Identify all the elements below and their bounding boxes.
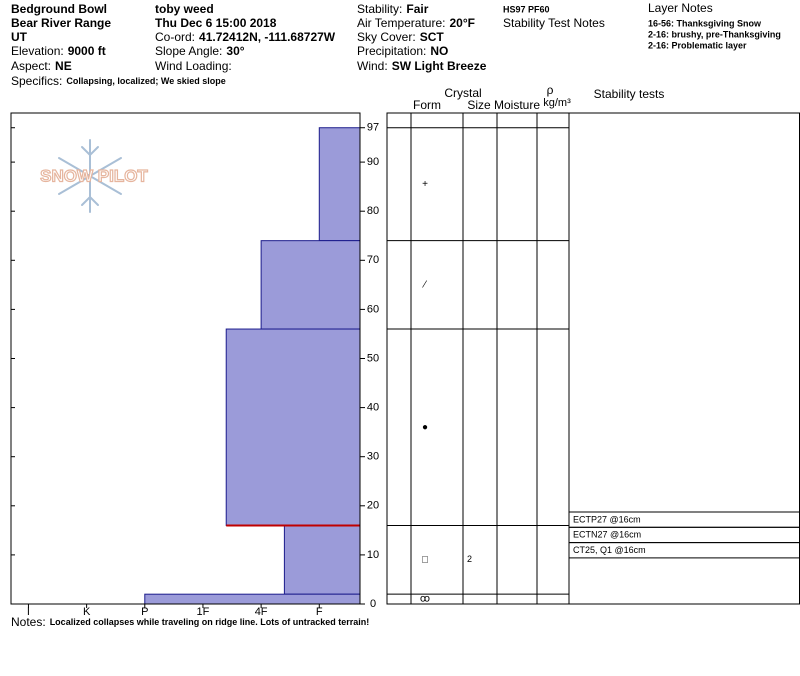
column-header: Crystal	[444, 86, 481, 100]
column-header: Stability tests	[594, 87, 665, 101]
grain-form: ꝏ	[420, 594, 430, 605]
field-value: 9000 ft	[68, 44, 106, 58]
column-header: Form	[413, 98, 441, 112]
notes: Notes: Localized collapses while travelin…	[11, 615, 369, 629]
hardness-bar	[225, 328, 361, 526]
column-header: kg/m³	[543, 97, 571, 109]
field-label: Wind Loading:	[155, 59, 232, 73]
header-field: Co-ord: 41.72412N, -111.68727W	[155, 30, 336, 44]
field-label: Wind:	[357, 59, 388, 73]
y-tick-label: 30	[367, 451, 379, 463]
field-value: NO	[430, 44, 448, 58]
field-value: Bear River Range	[11, 16, 111, 30]
header-field: Slope Angle: 30°	[155, 44, 245, 58]
pit-summary: HS97 PF60	[503, 4, 550, 14]
layer-note: 16-56: Thanksgiving Snow	[648, 18, 762, 28]
field-value: NE	[55, 59, 72, 73]
y-tick-label: 50	[367, 352, 379, 364]
header-field: Sky Cover: SCT	[357, 30, 444, 44]
hardness-bar	[260, 240, 361, 330]
column-header: Size	[467, 98, 491, 112]
y-tick-label: 10	[367, 549, 379, 561]
field-label: Stability:	[357, 2, 402, 16]
y-tick-label: 80	[367, 205, 379, 217]
field-label: Precipitation:	[357, 44, 426, 58]
header-field: Elevation: 9000 ft	[11, 44, 106, 58]
grain-size: 2	[467, 554, 472, 564]
header-field: Wind Loading:	[155, 59, 232, 73]
specifics: Specifics: Collapsing, localized; We skie…	[11, 74, 226, 88]
field-value: Thu Dec 6 15:00 2018	[155, 16, 277, 30]
logo-text: SNOW PILOT	[40, 166, 148, 185]
field-label: Slope Angle:	[155, 44, 222, 58]
grain-form: ●	[422, 422, 428, 433]
header-field: Bedground Bowl	[11, 2, 107, 16]
y-tick-label: 90	[367, 156, 379, 168]
x-tick-label: 1F	[197, 606, 210, 618]
grain-form: ⁄	[421, 279, 427, 290]
hardness-bar	[283, 524, 361, 595]
x-tick-label: K	[83, 606, 91, 618]
header-field: Precipitation: NO	[357, 44, 448, 58]
layer-notes-title: Layer Notes	[648, 1, 713, 15]
header-field: Stability: Fair	[357, 2, 429, 16]
y-tick-label: 20	[367, 500, 379, 512]
field-value: toby weed	[155, 2, 214, 16]
hardness-bar	[144, 593, 361, 605]
header-field: toby weed	[155, 2, 214, 16]
grain-form: +	[422, 179, 428, 190]
specifics-value: Collapsing, localized; We skied slope	[66, 76, 225, 86]
field-label: Aspect:	[11, 59, 51, 73]
column-header: Moisture	[494, 98, 540, 112]
field-value: 30°	[226, 44, 244, 58]
stability-test: ECTN27 @16cm	[573, 530, 641, 540]
y-tick-label: 70	[367, 254, 379, 266]
field-value: 41.72412N, -111.68727W	[199, 30, 336, 44]
x-tick-label: 4F	[255, 606, 268, 618]
field-value: SW Light Breeze	[392, 59, 487, 73]
grain-form: □	[422, 554, 428, 565]
field-value: 20°F	[449, 16, 474, 30]
x-tick-label: P	[141, 606, 148, 618]
column-header: ρ	[547, 83, 554, 97]
header-field: UT	[11, 30, 28, 44]
layer-note: 2-16: brushy, pre-Thanksgiving	[648, 29, 781, 39]
logo	[58, 139, 122, 213]
y-tick-label: 40	[367, 402, 379, 414]
stability-notes-title: Stability Test Notes	[503, 16, 605, 30]
stability-test: ECTP27 @16cm	[573, 514, 641, 524]
field-value: Fair	[406, 2, 428, 16]
y-tick-label: 0	[370, 598, 376, 610]
header-field: Bear River Range	[11, 16, 111, 30]
y-tick-label: 97	[367, 122, 379, 134]
x-tick-label: F	[316, 606, 323, 618]
field-value: Bedground Bowl	[11, 2, 107, 16]
field-label: Air Temperature:	[357, 16, 445, 30]
header-field: Air Temperature: 20°F	[357, 16, 475, 30]
header-field: Thu Dec 6 15:00 2018	[155, 16, 277, 30]
specifics-label: Specifics:	[11, 74, 62, 88]
field-label: Sky Cover:	[357, 30, 416, 44]
layer-note: 2-16: Problematic layer	[648, 40, 747, 50]
header-field: Wind: SW Light Breeze	[357, 59, 487, 73]
notes-label: Notes:	[11, 615, 46, 629]
y-tick-label: 60	[367, 303, 379, 315]
hardness-bar	[318, 127, 361, 242]
field-label: Elevation:	[11, 44, 64, 58]
x-tick-label: I	[27, 606, 30, 618]
field-label: Co-ord:	[155, 30, 195, 44]
notes-value: Localized collapses while traveling on r…	[50, 617, 370, 627]
stability-test: CT25, Q1 @16cm	[573, 545, 646, 555]
header-field: Aspect: NE	[11, 59, 72, 73]
field-value: UT	[11, 30, 28, 44]
field-value: SCT	[420, 30, 445, 44]
